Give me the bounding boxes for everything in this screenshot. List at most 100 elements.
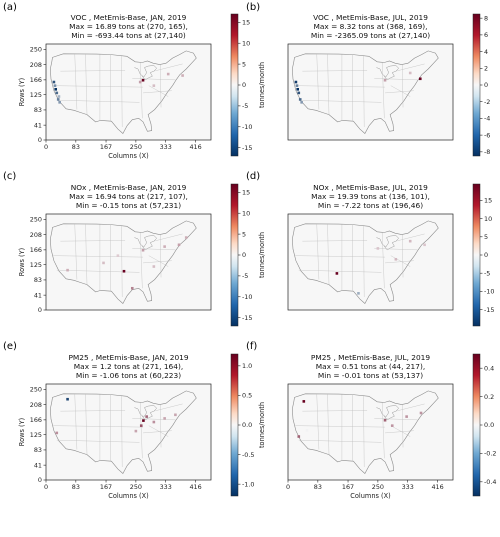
state-boundary	[327, 224, 330, 285]
data-cell	[423, 243, 426, 247]
state-boundary	[402, 404, 404, 448]
data-cell	[102, 261, 105, 265]
y-tick-label: 208	[30, 401, 42, 409]
colorbar-tick-label: -10	[484, 288, 494, 296]
data-cell	[66, 397, 69, 401]
state-boundary	[143, 90, 172, 94]
chart-title-line: PM25 , MetEmis-Base, JUL, 2019	[311, 353, 430, 362]
state-boundary	[153, 63, 183, 72]
data-cell	[56, 98, 60, 101]
great-lakes-outline	[134, 235, 158, 251]
chart-title-line: VOC , MetEmis-Base, JUL, 2019	[313, 13, 428, 22]
state-boundary	[382, 232, 385, 289]
chart-title-line: Min = -7.22 tons at (196,46)	[318, 201, 423, 210]
data-cell	[58, 101, 61, 104]
colorbar-tick-label: 0.0	[242, 421, 252, 429]
colorbar-tick-label: 10	[242, 39, 250, 47]
data-cell	[55, 91, 59, 95]
state-boundary	[74, 54, 78, 110]
colorbar-tick-label: -5	[484, 269, 490, 277]
data-cell	[408, 71, 412, 75]
state-boundary	[85, 394, 88, 455]
data-cell	[305, 429, 309, 432]
plot-area	[287, 383, 454, 481]
data-cell	[181, 74, 184, 77]
y-tick-label: 0	[38, 306, 42, 314]
data-cell	[335, 272, 339, 275]
state-boundary	[395, 63, 425, 72]
data-cell	[152, 420, 156, 424]
state-boundary	[132, 418, 176, 421]
y-tick-label: 125	[30, 431, 42, 439]
data-cell	[174, 413, 177, 417]
colorbar-label: tonnes/month	[258, 232, 266, 278]
state-boundary	[56, 99, 140, 103]
colorbar-tick-label: 5	[242, 230, 246, 238]
state-boundary	[385, 260, 414, 264]
state-boundary	[316, 224, 320, 280]
colorbar-tick-label: 15	[484, 197, 492, 205]
colorbar-tick-label: 0	[242, 251, 246, 259]
plot-area	[45, 383, 212, 481]
chart-title-line: Min = -0.15 tons at (57,231)	[76, 201, 181, 210]
y-tick-label: 41	[34, 291, 42, 299]
data-cell	[163, 245, 166, 248]
colorbar-tick-label: 0.2	[484, 393, 494, 401]
y-tick-label: 125	[30, 261, 42, 269]
y-axis-label: Rows (Y)	[18, 78, 26, 106]
x-tick-label: 167	[342, 483, 354, 491]
colorbar-tick-label: -5	[242, 272, 248, 280]
state-boundary	[160, 234, 162, 278]
panel-label: (d)	[246, 171, 261, 182]
x-axis-label: Columns (X)	[108, 152, 148, 160]
chart-title-line: VOC , MetEmis-Base, JAN, 2019	[71, 13, 187, 22]
state-boundary	[121, 225, 123, 297]
us-outline	[49, 50, 197, 134]
data-cell	[405, 415, 408, 418]
chart-title-line: NOx , MetEmis-Base, JAN, 2019	[71, 183, 187, 192]
state-boundary	[140, 232, 143, 289]
colorbar-tick-label: 0.0	[484, 421, 494, 429]
y-tick-label: 250	[30, 216, 42, 224]
data-cell	[152, 265, 156, 268]
x-tick-label: 333	[402, 483, 414, 491]
colorbar-tick-label: 5	[242, 60, 246, 68]
state-boundary	[53, 255, 144, 258]
panel-label: (a)	[3, 2, 17, 13]
state-boundary	[390, 425, 411, 437]
chart-title-line: Min = -1.06 tons at (60,223)	[76, 371, 181, 380]
state-boundary	[385, 90, 414, 94]
state-boundary	[53, 85, 144, 88]
colorbar-tick-label: 15	[242, 19, 250, 27]
panel-label: (e)	[3, 341, 17, 352]
colorbar-tick-label: -0.4	[484, 478, 496, 486]
x-tick-label: 0	[44, 143, 48, 151]
colorbar-tick-label: 0	[484, 81, 488, 89]
state-boundary	[390, 255, 411, 267]
colorbar	[472, 183, 481, 327]
state-boundary	[56, 439, 140, 443]
state-boundary	[298, 99, 382, 103]
colorbar-tick-label: 1.0	[242, 362, 252, 370]
data-cell	[383, 78, 387, 82]
x-tick-label: 250	[372, 483, 384, 491]
state-boundary	[316, 394, 320, 450]
colorbar-tick-label: -15	[242, 144, 252, 152]
colorbar	[230, 353, 239, 497]
state-boundary	[153, 403, 183, 412]
data-cell	[298, 98, 302, 101]
state-boundary	[160, 64, 162, 108]
data-cell	[408, 239, 412, 243]
y-tick-label: 166	[30, 416, 42, 424]
plot-area	[287, 43, 454, 141]
y-tick-label: 0	[38, 136, 42, 144]
x-tick-label: 416	[189, 143, 201, 151]
state-boundary	[363, 225, 365, 297]
colorbar-tick-label: -5	[242, 102, 248, 110]
state-boundary	[390, 85, 411, 97]
data-cell	[419, 411, 423, 415]
x-tick-label: 167	[100, 483, 112, 491]
state-boundary	[85, 54, 88, 115]
